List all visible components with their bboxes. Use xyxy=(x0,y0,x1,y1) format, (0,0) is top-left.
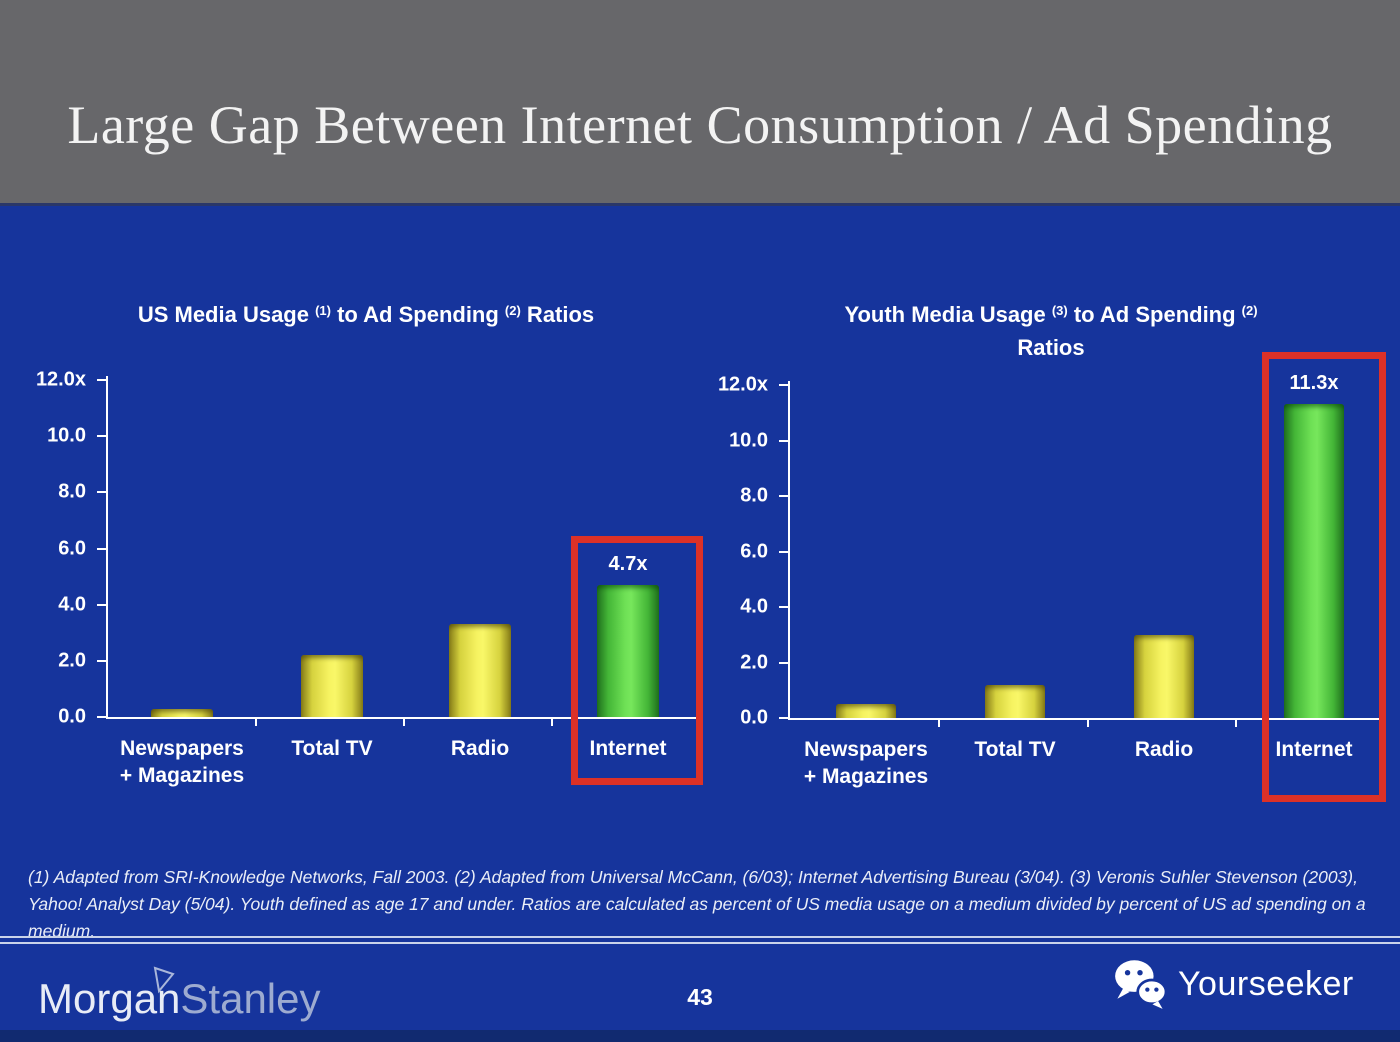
superscript-ref: (2) xyxy=(504,303,521,318)
footnote: (1) Adapted from SRI-Knowledge Networks,… xyxy=(28,867,1366,941)
y-tick-label: 12.0x xyxy=(717,373,768,396)
y-tick xyxy=(779,495,788,497)
highlight-box xyxy=(1262,352,1386,802)
highlight-value-label: 4.7x xyxy=(608,553,648,576)
brand-morgan: Morgan xyxy=(38,975,181,1022)
y-tick xyxy=(97,491,106,494)
bar-internet xyxy=(1284,404,1344,718)
x-tick xyxy=(1235,718,1238,727)
chart-title-us-media: US Media Usage (1) to Ad Spending (2) Ra… xyxy=(137,302,595,327)
category-label-radio: Radio xyxy=(450,737,510,760)
bottom-strip xyxy=(0,1030,1400,1042)
x-tick xyxy=(937,718,940,727)
slide-header: Large Gap Between Internet Consumption /… xyxy=(0,0,1400,206)
y-tick-label: 0.0 xyxy=(58,705,86,728)
bar-total-tv xyxy=(301,655,363,717)
category-label-newspapers: Newspapers + Magazines xyxy=(119,737,245,787)
y-tick xyxy=(779,439,788,442)
y-tick xyxy=(779,550,788,553)
y-tick xyxy=(97,435,106,438)
y-tick-label: 8.0 xyxy=(58,480,86,503)
bar-newspapers xyxy=(836,704,896,718)
x-tick xyxy=(403,717,405,726)
y-tick xyxy=(97,716,106,718)
morgan-stanley-triangle-icon xyxy=(153,966,175,994)
y-tick-label: 2.0 xyxy=(58,649,86,672)
y-tick-label: 4.0 xyxy=(58,593,86,616)
y-tick-label: 0.0 xyxy=(740,706,768,729)
x-tick xyxy=(1086,718,1089,727)
brand-stanley: Stanley xyxy=(180,975,321,1022)
bar-internet xyxy=(597,585,659,717)
chart-title-youth-media: Youth Media Usage (3) to Ad Spending (2)… xyxy=(844,302,1258,360)
footer: MorganStanley 43 Yourseeker xyxy=(0,944,1400,1042)
y-tick-label: 4.0 xyxy=(740,595,768,618)
morgan-stanley-logo: MorganStanley xyxy=(38,966,321,1022)
y-tick xyxy=(97,603,106,606)
category-label-total-tv: Total TV xyxy=(974,738,1056,761)
category-label-newspapers: Newspapers + Magazines xyxy=(803,738,929,788)
y-tick xyxy=(97,547,106,550)
separator-line xyxy=(0,936,1400,944)
y-tick xyxy=(779,606,788,608)
category-label-radio: Radio xyxy=(1134,738,1194,761)
y-tick xyxy=(97,659,106,662)
yourseeker-logo: Yourseeker xyxy=(1112,958,1354,1010)
y-tick-label: 6.0 xyxy=(740,540,768,562)
y-tick-label: 2.0 xyxy=(740,651,768,673)
superscript-ref: (1) xyxy=(315,303,331,318)
highlight-value-label: 11.3x xyxy=(1289,372,1339,395)
superscript-ref: (3) xyxy=(1051,303,1068,318)
y-tick-label: 6.0 xyxy=(58,537,86,560)
y-tick-label: 8.0 xyxy=(740,484,768,507)
page-number: 43 xyxy=(687,984,713,1010)
superscript-ref: (2) xyxy=(1241,303,1258,318)
y-axis xyxy=(106,376,108,719)
y-tick-label: 12.0x xyxy=(35,368,86,391)
y-tick xyxy=(779,661,788,664)
y-axis xyxy=(788,381,790,720)
y-tick xyxy=(779,384,788,386)
x-tick xyxy=(255,717,257,726)
highlight-box xyxy=(571,536,703,785)
slide-title: Large Gap Between Internet Consumption /… xyxy=(67,95,1333,155)
bar-radio xyxy=(449,624,511,717)
category-label-total-tv: Total TV xyxy=(291,737,373,760)
wechat-icon xyxy=(1115,960,1168,1009)
x-tick xyxy=(551,717,553,726)
bar-total-tv xyxy=(985,684,1045,718)
category-label-internet: Internet xyxy=(1275,738,1353,761)
y-tick-label: 10.0 xyxy=(47,424,86,447)
category-label-internet: Internet xyxy=(589,737,667,760)
y-tick xyxy=(779,717,788,719)
y-tick-label: 10.0 xyxy=(729,429,768,451)
yourseeker-label: Yourseeker xyxy=(1178,964,1354,1003)
y-tick xyxy=(97,379,106,382)
bar-newspapers xyxy=(151,708,213,717)
bar-radio xyxy=(1134,634,1194,718)
